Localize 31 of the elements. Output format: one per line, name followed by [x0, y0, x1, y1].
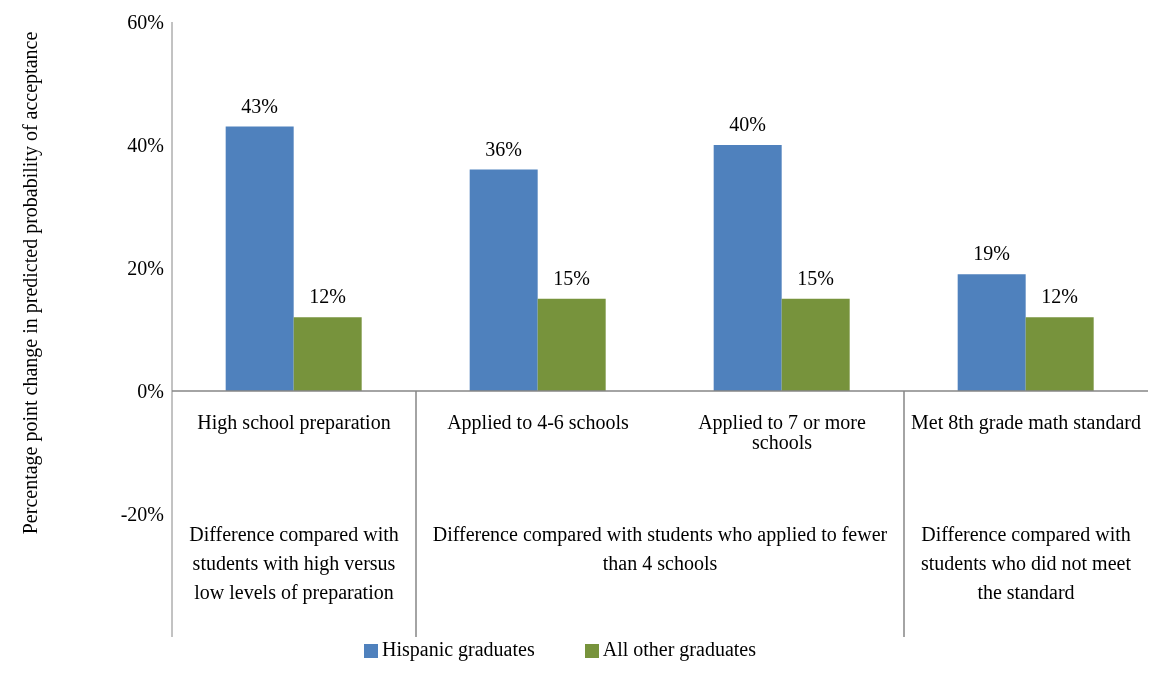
y-tick-label: 20% [127, 257, 164, 280]
data-label: 15% [553, 266, 591, 289]
bar [469, 169, 538, 391]
annotation: Difference compared with students who applied to fewer than 4 schools [431, 522, 889, 576]
bar [537, 298, 606, 391]
bar [781, 298, 850, 391]
bar [1025, 317, 1094, 391]
bar [225, 126, 294, 391]
x-tick-label: Applied to 4-6 schools [447, 411, 630, 435]
data-label: 43% [241, 94, 279, 117]
annotation: Difference compared with students with high versus low levels of preparation [188, 522, 400, 606]
data-label: 15% [797, 266, 835, 289]
annotation: Difference compared with students who did not meet the standard [920, 522, 1132, 605]
data-label: 12% [1041, 285, 1079, 308]
data-label: 12% [309, 285, 347, 308]
data-label: 36% [485, 137, 523, 160]
y-axis-title: Percentage point change in predicted probability of acceptance [19, 31, 43, 535]
y-tick-label: -20% [120, 503, 164, 526]
bar [957, 274, 1026, 391]
x-tick-label: Met 8th grade math standard [911, 411, 1141, 435]
bar [713, 145, 782, 391]
y-tick-label: 60% [127, 11, 164, 34]
x-tick-label: High school preparation [197, 411, 391, 435]
y-tick-label: 0% [137, 380, 164, 403]
legend-label: Hispanic graduates [381, 638, 535, 660]
data-label: 40% [729, 113, 767, 135]
legend-label: All other graduates [602, 638, 756, 660]
x-tick-label: Applied to 7 or more schools [698, 411, 866, 454]
data-label: 19% [973, 242, 1011, 265]
bar [293, 317, 362, 391]
y-tick-label: 40% [127, 134, 164, 157]
